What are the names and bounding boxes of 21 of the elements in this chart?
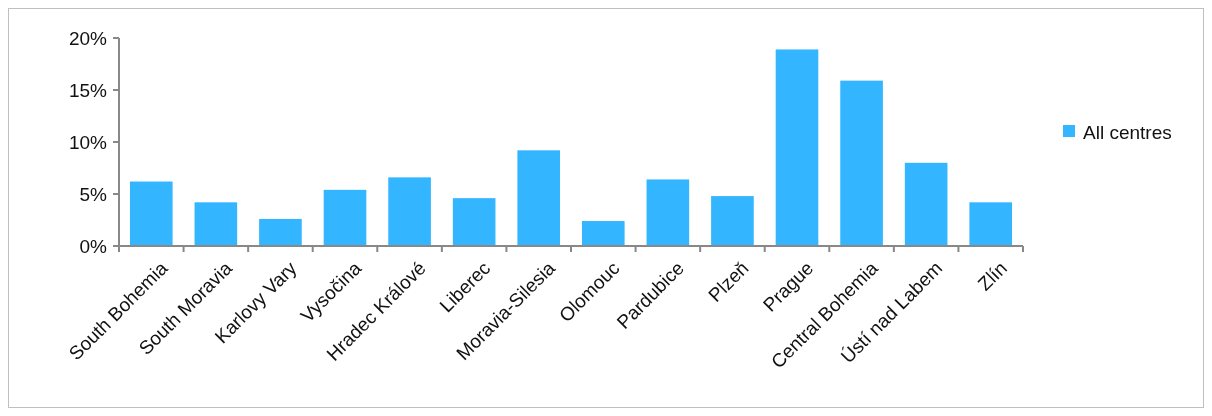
y-tick-label: 20% <box>68 27 108 49</box>
y-tick-label: 5% <box>79 183 108 205</box>
bar <box>388 177 431 246</box>
bar <box>323 189 367 246</box>
y-tick-label: 10% <box>68 131 108 153</box>
y-tick-label: 0% <box>79 235 108 257</box>
bar <box>259 218 302 246</box>
bar <box>711 196 754 246</box>
bar <box>840 80 883 246</box>
x-tick-label: Zlín <box>973 257 1011 295</box>
bar <box>775 49 819 246</box>
bar <box>452 198 496 246</box>
bar <box>969 202 1013 246</box>
y-tick-label: 15% <box>68 79 108 101</box>
bar <box>904 162 948 246</box>
bar <box>646 179 690 246</box>
bar <box>517 150 561 246</box>
bar <box>581 221 625 246</box>
bar <box>194 202 238 246</box>
legend-label: All centres <box>1083 121 1172 143</box>
bar <box>129 181 173 246</box>
